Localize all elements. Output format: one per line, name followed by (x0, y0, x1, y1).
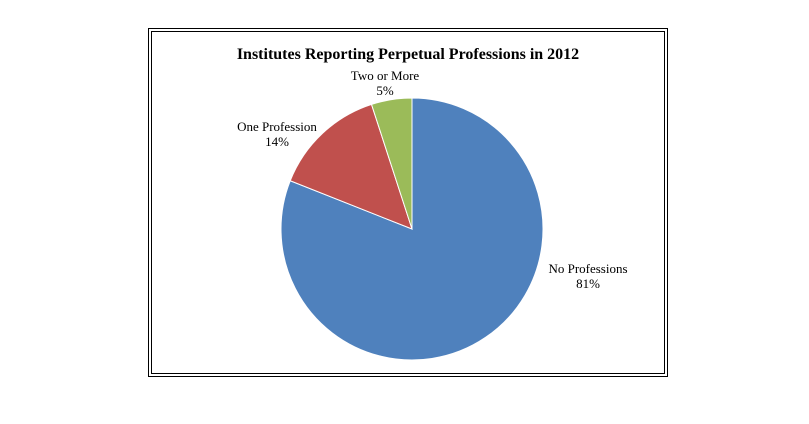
slice-label: Two or More (351, 68, 420, 83)
slice-label: No Professions (548, 261, 627, 276)
chart-title: Institutes Reporting Perpetual Professio… (236, 46, 580, 63)
pie-slice-two-or-more (370, 97, 413, 230)
slice-value-label: 81% (576, 276, 600, 291)
slice-value-label: 5% (376, 83, 394, 98)
slice-value-label: 14% (265, 134, 289, 149)
slice-label: One Profession (237, 119, 317, 134)
